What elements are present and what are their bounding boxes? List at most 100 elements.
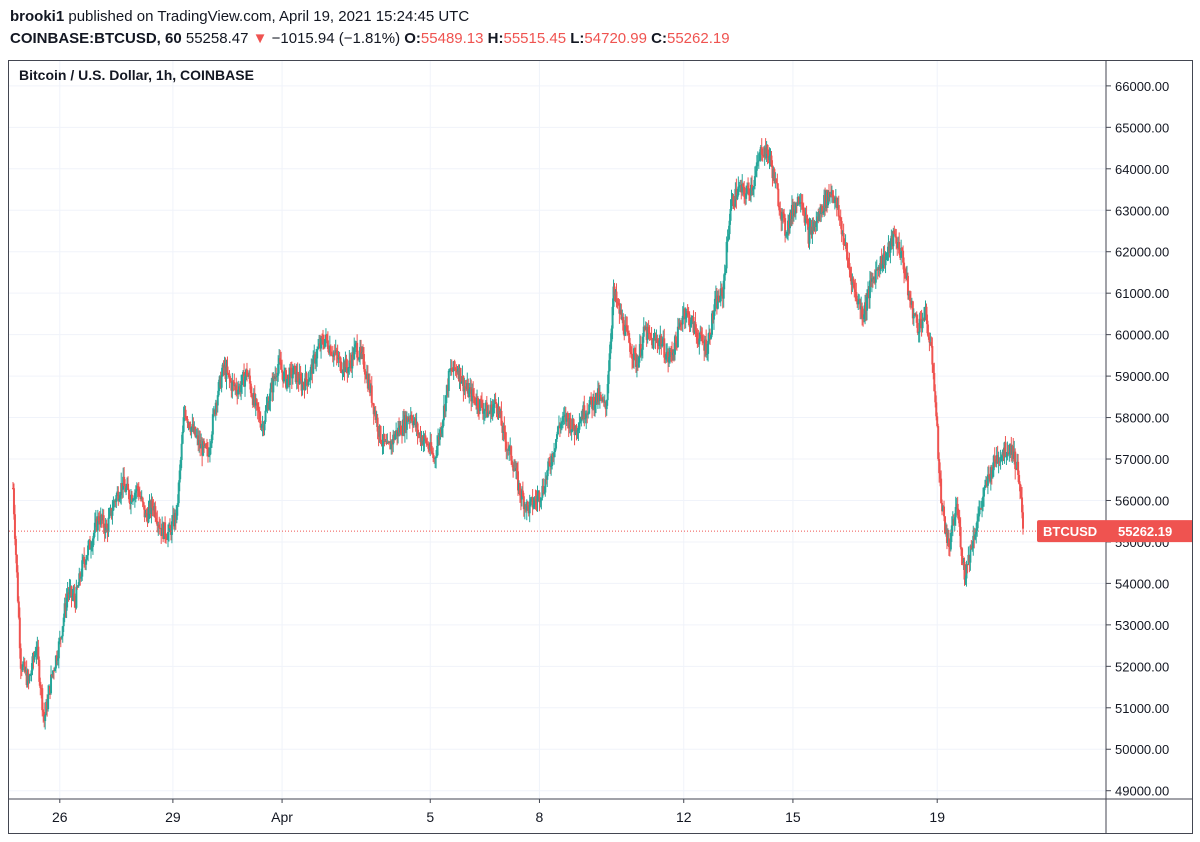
candle-body bbox=[916, 322, 919, 333]
candle-body bbox=[974, 534, 977, 540]
candle-body bbox=[203, 441, 206, 446]
candle-body bbox=[859, 299, 862, 310]
candle-body bbox=[322, 338, 325, 345]
candle-body bbox=[881, 263, 884, 268]
candle-body bbox=[360, 346, 363, 354]
candle-body bbox=[785, 234, 788, 236]
candle-body bbox=[805, 215, 808, 219]
candle-body bbox=[44, 715, 47, 721]
high-label: H: bbox=[487, 30, 504, 47]
candle-body bbox=[371, 402, 374, 404]
candle-body bbox=[494, 399, 497, 403]
candle-body bbox=[125, 487, 128, 492]
candle-body bbox=[686, 311, 689, 313]
candle-body bbox=[17, 601, 20, 618]
candle-body bbox=[511, 460, 514, 465]
candle-body bbox=[453, 361, 456, 369]
candle-body bbox=[250, 393, 253, 397]
candle-body bbox=[307, 381, 310, 386]
candle-body bbox=[756, 161, 759, 163]
candle-body bbox=[178, 470, 181, 483]
candle-body bbox=[65, 597, 68, 611]
candle-body bbox=[722, 280, 725, 299]
candle-body bbox=[34, 654, 37, 656]
candle-body bbox=[669, 350, 672, 357]
candle-body bbox=[147, 508, 150, 523]
candle-body bbox=[998, 461, 1001, 463]
candle-body bbox=[417, 433, 420, 435]
candle-body bbox=[1007, 452, 1010, 454]
candle-body bbox=[37, 646, 40, 660]
candle-body bbox=[78, 573, 81, 586]
candle-body bbox=[480, 400, 483, 408]
candle-body bbox=[422, 440, 425, 445]
candle-body bbox=[673, 336, 676, 355]
candle-body bbox=[829, 194, 832, 196]
chart-area[interactable]: 66000.00 65000.00 64000.00 63000.00 62000.00… bbox=[8, 60, 1193, 834]
candle-body bbox=[944, 516, 947, 534]
candle-body bbox=[815, 222, 818, 227]
candle-body bbox=[227, 373, 230, 375]
candle-body bbox=[717, 295, 720, 302]
candle-body bbox=[308, 379, 311, 382]
candle-body bbox=[414, 418, 417, 428]
candle-body bbox=[52, 670, 55, 672]
x-tick-label: Apr bbox=[271, 809, 293, 825]
candle-body bbox=[961, 555, 964, 564]
candle-body bbox=[77, 585, 80, 588]
candle-body bbox=[38, 659, 41, 682]
price-chart[interactable]: 66000.00 65000.00 64000.00 63000.00 62000.00… bbox=[9, 61, 1193, 834]
candle-body bbox=[442, 405, 445, 421]
candle-body bbox=[96, 516, 99, 531]
candle-body bbox=[730, 200, 733, 209]
candle-body bbox=[488, 412, 491, 414]
candle-body bbox=[746, 185, 749, 194]
candle-body bbox=[127, 483, 130, 491]
candle-body bbox=[822, 212, 825, 214]
candle-body bbox=[255, 399, 258, 404]
candle-body bbox=[549, 462, 552, 467]
candle-body bbox=[477, 398, 480, 409]
candle-body bbox=[936, 416, 939, 427]
candle-body bbox=[768, 155, 771, 161]
x-tick-label: 29 bbox=[165, 809, 181, 825]
candle-body bbox=[154, 506, 157, 518]
candle-body bbox=[732, 195, 735, 207]
candle-body bbox=[578, 423, 581, 430]
y-tick-label: 56000.00 bbox=[1115, 493, 1169, 508]
candle-body bbox=[943, 506, 946, 517]
candle-body bbox=[782, 211, 785, 214]
candle-body bbox=[228, 373, 231, 379]
candle-body bbox=[145, 513, 148, 516]
candle-body bbox=[279, 358, 282, 363]
candle-body bbox=[987, 474, 990, 476]
candle-body bbox=[128, 490, 131, 500]
candle-body bbox=[358, 358, 361, 360]
candle-body bbox=[696, 333, 699, 341]
candle-body bbox=[264, 410, 267, 422]
candle-body bbox=[361, 352, 364, 355]
candle-body bbox=[202, 441, 205, 456]
candle-body bbox=[893, 230, 896, 234]
candle-body bbox=[115, 495, 118, 502]
price-change: −1015.94 (−1.81%) bbox=[271, 30, 401, 47]
candle-body bbox=[674, 336, 677, 343]
candle-body bbox=[1021, 497, 1024, 513]
x-tick-label: 8 bbox=[536, 809, 544, 825]
candle-body bbox=[302, 382, 305, 385]
candle-body bbox=[870, 278, 873, 282]
candle-body bbox=[880, 256, 883, 268]
candle-body bbox=[956, 503, 959, 516]
candle-body bbox=[387, 442, 390, 444]
candle-body bbox=[474, 397, 477, 403]
candle-body bbox=[783, 213, 786, 219]
candle-body bbox=[658, 340, 661, 347]
candle-body bbox=[554, 448, 557, 453]
candle-body bbox=[835, 198, 838, 209]
candle-body bbox=[689, 324, 692, 327]
candle-body bbox=[986, 474, 989, 486]
candle-body bbox=[776, 183, 779, 189]
publisher-name[interactable]: brooki1 bbox=[10, 8, 65, 25]
candle-body bbox=[241, 374, 244, 385]
candle-body bbox=[687, 312, 690, 315]
